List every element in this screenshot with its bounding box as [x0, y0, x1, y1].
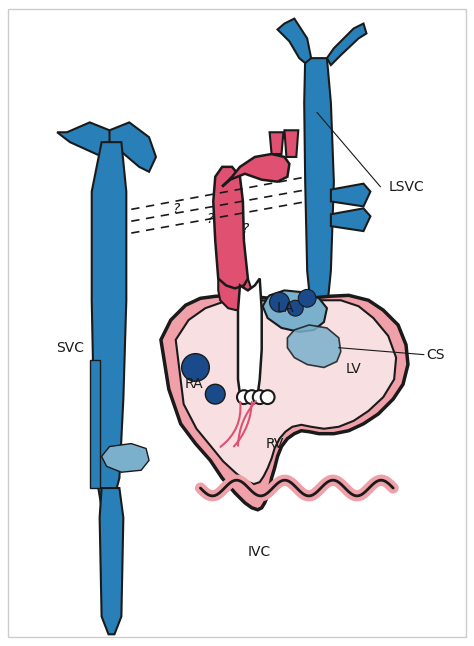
- Polygon shape: [238, 278, 262, 399]
- Polygon shape: [284, 130, 298, 157]
- Polygon shape: [327, 23, 366, 65]
- Polygon shape: [331, 209, 370, 231]
- Polygon shape: [218, 269, 252, 310]
- Text: SVC: SVC: [56, 340, 84, 355]
- Circle shape: [253, 390, 267, 404]
- Polygon shape: [100, 488, 123, 634]
- Polygon shape: [92, 142, 126, 508]
- Circle shape: [205, 384, 225, 404]
- Text: RA: RA: [184, 377, 203, 391]
- Text: ?: ?: [207, 213, 214, 226]
- Circle shape: [298, 289, 316, 307]
- Text: IVC: IVC: [248, 545, 271, 559]
- Polygon shape: [277, 19, 311, 63]
- Polygon shape: [304, 58, 334, 315]
- Polygon shape: [109, 122, 156, 172]
- FancyBboxPatch shape: [8, 9, 466, 637]
- Polygon shape: [222, 154, 290, 187]
- Polygon shape: [270, 132, 283, 154]
- Polygon shape: [176, 300, 396, 484]
- Circle shape: [287, 300, 303, 316]
- Polygon shape: [287, 325, 341, 368]
- Circle shape: [237, 390, 251, 404]
- Text: LA: LA: [277, 301, 294, 315]
- Polygon shape: [90, 360, 100, 488]
- Circle shape: [270, 293, 290, 312]
- Text: LV: LV: [346, 362, 362, 377]
- Polygon shape: [331, 183, 370, 206]
- Text: ?: ?: [172, 202, 180, 216]
- Polygon shape: [213, 167, 248, 288]
- Circle shape: [261, 390, 274, 404]
- Text: RV: RV: [265, 437, 284, 450]
- Polygon shape: [263, 291, 327, 332]
- Polygon shape: [101, 444, 149, 472]
- Circle shape: [245, 390, 259, 404]
- Polygon shape: [161, 295, 408, 510]
- Text: CS: CS: [426, 348, 444, 362]
- Circle shape: [182, 353, 210, 381]
- Polygon shape: [57, 122, 119, 160]
- Text: ?: ?: [241, 222, 248, 236]
- Text: LSVC: LSVC: [388, 180, 424, 194]
